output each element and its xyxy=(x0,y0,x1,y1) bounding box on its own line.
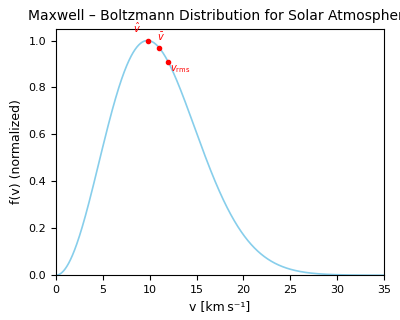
Title: Maxwell – Boltzmann Distribution for Solar Atmosphere: Maxwell – Boltzmann Distribution for Sol… xyxy=(28,10,400,23)
Text: $\bar{v}$: $\bar{v}$ xyxy=(158,31,165,43)
X-axis label: v [km s⁻¹]: v [km s⁻¹] xyxy=(189,300,251,314)
Text: $\hat{v}$: $\hat{v}$ xyxy=(134,21,141,36)
Y-axis label: f(v) (normalized): f(v) (normalized) xyxy=(10,100,23,204)
Text: $v_{\rm rms}$: $v_{\rm rms}$ xyxy=(170,63,190,75)
